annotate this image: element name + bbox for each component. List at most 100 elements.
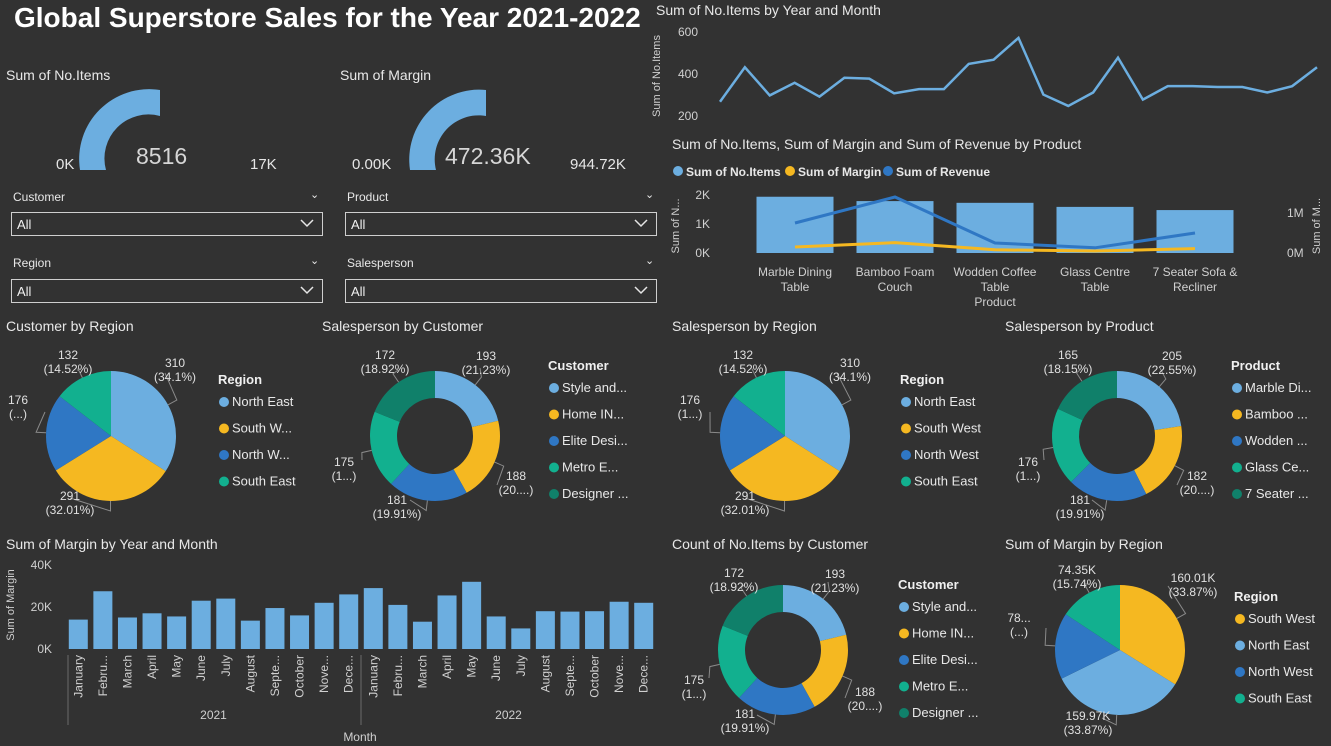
bar-margin[interactable]	[609, 601, 629, 649]
pie-slice[interactable]	[801, 634, 848, 707]
donut-chart-salesperson-by-customer[interactable]: 193(21.23%) 188(20....) 181(19.91%) 175(1..…	[320, 340, 665, 525]
bar-margin[interactable]	[511, 628, 531, 649]
legend-item[interactable]: Glass Ce...	[1245, 460, 1309, 475]
pie-slice[interactable]	[729, 436, 840, 501]
legend-item[interactable]: Designer ...	[562, 486, 628, 501]
legend-item[interactable]: Metro E...	[562, 460, 618, 475]
pie-slice[interactable]	[370, 411, 410, 484]
bar-margin[interactable]	[142, 613, 162, 649]
legend-label[interactable]: Sum of No.Items	[686, 165, 781, 179]
gauge-margin-arc[interactable]	[400, 82, 510, 182]
legend-item[interactable]: South East	[914, 474, 978, 489]
pie-slice[interactable]	[1052, 408, 1091, 483]
pie-slice[interactable]	[1061, 650, 1176, 715]
legend-item[interactable]: North East	[1248, 638, 1310, 653]
pie-chart-salesperson-by-region[interactable]: 310(34.1%) 291(32.01%) 176(1...) 132(14.52%…	[665, 340, 1000, 525]
bar-margin[interactable]	[363, 588, 383, 649]
legend-label[interactable]: Sum of Margin	[798, 165, 881, 179]
chevron-down-icon[interactable]: ⌄	[645, 255, 655, 267]
pie-chart-customer-by-region[interactable]: 310(34.1%) 291(32.01%) 176(...) 132(14.52%)…	[0, 340, 320, 525]
pie-slice[interactable]	[722, 585, 783, 636]
donut-chart-salesperson-by-product[interactable]: 205(22.55%) 182(20....) 181(19.91%) 176(1..…	[1000, 340, 1331, 525]
pie-slice[interactable]	[374, 371, 435, 422]
pie-slice[interactable]	[435, 371, 499, 428]
bar-margin[interactable]	[560, 611, 580, 649]
slicer-product-dropdown[interactable]: All	[345, 212, 657, 236]
bar-margin[interactable]	[437, 595, 457, 649]
bar-margin[interactable]	[265, 608, 285, 649]
slicer-salesperson-dropdown[interactable]: All	[345, 279, 657, 303]
legend-item[interactable]: South W...	[232, 421, 292, 436]
legend-item[interactable]: Elite Desi...	[912, 652, 978, 667]
legend-item[interactable]: Metro E...	[912, 679, 968, 694]
pie-slice[interactable]	[391, 463, 467, 501]
bar-margin[interactable]	[634, 602, 654, 649]
legend-item[interactable]: Designer ...	[912, 705, 978, 720]
pie-chart-margin-by-region[interactable]: 160.01K(33.87%)159.97K(33.87%)78...(...)…	[1000, 558, 1331, 746]
bar-margin[interactable]	[462, 581, 482, 649]
bar-margin[interactable]	[585, 611, 605, 649]
bar-margin[interactable]	[191, 600, 211, 649]
legend-label[interactable]: Sum of Revenue	[896, 165, 990, 179]
slicer-customer-dropdown[interactable]: All	[11, 212, 323, 236]
bar-chart-margin-by-month[interactable]: Sum of Margin 40K 20K 0K January Febru... Marc…	[0, 555, 665, 746]
legend-item[interactable]: Style and...	[912, 599, 977, 614]
legend-item[interactable]: North East	[914, 394, 976, 409]
legend-item[interactable]: North West	[914, 447, 979, 462]
chevron-down-icon[interactable]: ⌄	[310, 255, 320, 267]
bar-items[interactable]	[756, 196, 834, 253]
legend-item[interactable]: Wodden ...	[1245, 433, 1308, 448]
bar-items[interactable]	[1156, 210, 1234, 253]
bar-margin[interactable]	[486, 616, 506, 649]
bar-margin[interactable]	[314, 602, 334, 649]
legend-item[interactable]: 7 Seater ...	[1245, 486, 1309, 501]
legend-item[interactable]: Elite Desi...	[562, 433, 628, 448]
pie-slice[interactable]	[45, 396, 111, 471]
bar-margin[interactable]	[290, 615, 310, 649]
pie-slice[interactable]	[453, 420, 500, 493]
combo-chart-product[interactable]: Sum of No.Items Sum of Margin Sum of Reven…	[665, 158, 1331, 313]
pie-slice[interactable]	[59, 371, 111, 436]
pie-slice[interactable]	[1055, 614, 1120, 679]
pie-slice[interactable]	[1057, 371, 1117, 421]
chevron-down-icon[interactable]: ⌄	[645, 189, 655, 201]
legend-item[interactable]: North West	[1248, 664, 1313, 679]
legend-item[interactable]: South West	[914, 421, 981, 436]
pie-slice[interactable]	[1071, 462, 1147, 501]
chevron-down-icon[interactable]: ⌄	[310, 189, 320, 201]
legend-item[interactable]: Style and...	[562, 380, 627, 395]
line-chart-items-by-month[interactable]: Sum of No.Items 600 400 200	[650, 20, 1331, 125]
pie-slice[interactable]	[111, 371, 176, 472]
pie-slice[interactable]	[1117, 371, 1182, 431]
slicer-region-dropdown[interactable]: All	[11, 279, 323, 303]
bar-margin[interactable]	[240, 620, 260, 649]
pie-slice[interactable]	[718, 625, 758, 698]
pie-slice[interactable]	[733, 371, 785, 436]
bar-margin[interactable]	[388, 604, 408, 649]
pie-slice[interactable]	[1120, 585, 1185, 685]
pie-slice[interactable]	[720, 396, 785, 471]
bar-margin[interactable]	[412, 621, 432, 649]
bar-margin[interactable]	[68, 619, 88, 649]
pie-slice[interactable]	[739, 677, 815, 715]
bar-margin[interactable]	[93, 591, 113, 649]
legend-item[interactable]: Home IN...	[562, 407, 624, 422]
donut-chart-items-by-customer[interactable]: 193(21.23%) 188(20....) 181(19.91%) 175(1..…	[665, 558, 1000, 746]
legend-item[interactable]: South East	[232, 474, 296, 489]
bar-margin[interactable]	[216, 598, 236, 649]
pie-slice[interactable]	[55, 436, 166, 501]
legend-item[interactable]: Bamboo ...	[1245, 407, 1308, 422]
legend-item[interactable]: North East	[232, 394, 294, 409]
legend-item[interactable]: North W...	[232, 447, 290, 462]
pie-slice[interactable]	[783, 585, 847, 642]
bar-margin[interactable]	[167, 616, 187, 649]
legend-item[interactable]: South West	[1248, 611, 1315, 626]
legend-item[interactable]: Home IN...	[912, 626, 974, 641]
bar-margin[interactable]	[535, 611, 555, 649]
legend-item[interactable]: South East	[1248, 691, 1312, 706]
gauge-items-arc[interactable]	[70, 82, 180, 182]
pie-slice[interactable]	[1134, 426, 1182, 495]
bar-margin[interactable]	[339, 594, 359, 649]
legend-item[interactable]: Marble Di...	[1245, 380, 1311, 395]
bar-margin[interactable]	[117, 617, 137, 650]
